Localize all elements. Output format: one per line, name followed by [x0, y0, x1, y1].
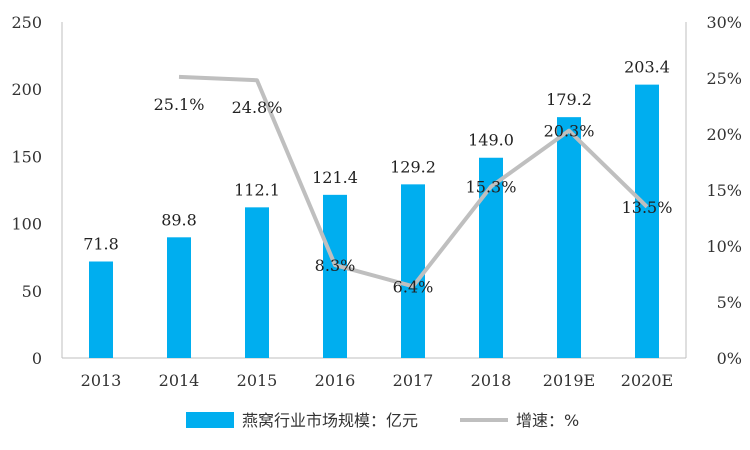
line-value-label: 13.5%	[622, 198, 673, 217]
bar-data-labels: 71.8 89.8 112.1 121.4 129.2 149.0 179.2 203.4	[83, 58, 670, 254]
y-left-tick-label: 250	[11, 13, 42, 32]
bar-value-label: 112.1	[234, 180, 280, 199]
bar	[323, 194, 347, 358]
y-left-axis-ticks: 0 50 100 150 200 250	[11, 13, 42, 368]
y-left-tick-label: 150	[11, 147, 42, 166]
x-tick-label: 2019E	[543, 371, 595, 390]
bar	[557, 117, 581, 358]
bar	[245, 207, 269, 358]
x-tick-label: 2020E	[621, 371, 673, 390]
line-value-label: 15.3%	[466, 178, 517, 197]
y-right-axis-ticks: 0% 5% 10% 15% 20% 25% 30%	[706, 13, 742, 368]
axes	[61, 22, 687, 359]
bar	[167, 237, 191, 358]
bar-value-label: 129.2	[390, 157, 436, 176]
bar-value-label: 121.4	[312, 168, 358, 187]
line-value-label: 8.3%	[315, 256, 356, 275]
y-left-tick-label: 50	[22, 282, 42, 301]
bar-value-label: 203.4	[624, 58, 670, 77]
x-tick-label: 2014	[159, 371, 200, 390]
legend-label-line: 增速：%	[516, 411, 579, 430]
x-tick-label: 2013	[81, 371, 122, 390]
line-value-label: 25.1%	[154, 95, 205, 114]
x-tick-label: 2017	[393, 371, 434, 390]
bar-value-label: 71.8	[83, 235, 119, 254]
x-tick-label: 2018	[471, 371, 512, 390]
bar	[401, 184, 425, 358]
y-left-tick-label: 0	[32, 349, 42, 368]
bar-series	[89, 84, 659, 358]
y-right-tick-label: 25%	[706, 69, 742, 88]
bar	[635, 84, 659, 358]
bar-value-label: 89.8	[161, 210, 197, 229]
line-value-label: 6.4%	[393, 277, 434, 296]
bar	[89, 261, 113, 358]
line-value-label: 24.8%	[232, 98, 283, 117]
y-right-tick-label: 30%	[706, 13, 742, 32]
legend-swatch-bar	[186, 412, 234, 428]
y-left-tick-label: 200	[11, 80, 42, 99]
x-tick-label: 2015	[237, 371, 278, 390]
y-left-tick-label: 100	[11, 215, 42, 234]
legend-label-bar: 燕窝行业市场规模：亿元	[242, 411, 418, 430]
x-axis-ticks: 2013 2014 2015 2016 2017 2018 2019E 2020E	[81, 371, 674, 390]
y-right-tick-label: 20%	[706, 125, 742, 144]
x-tick-label: 2016	[315, 371, 356, 390]
bar-value-label: 149.0	[468, 131, 514, 150]
y-right-tick-label: 0%	[717, 349, 742, 368]
line-value-label: 20.3%	[544, 122, 595, 141]
legend: 燕窝行业市场规模：亿元 增速：%	[186, 411, 579, 430]
y-right-tick-label: 15%	[706, 181, 742, 200]
y-right-tick-label: 5%	[717, 293, 742, 312]
bar-value-label: 179.2	[546, 90, 592, 109]
growth-line	[178, 74, 649, 289]
bar	[479, 157, 503, 358]
line-series	[178, 74, 649, 289]
line-data-labels: 25.1% 24.8% 8.3% 6.4% 15.3% 20.3% 13.5%	[154, 95, 673, 296]
y-right-tick-label: 10%	[706, 237, 742, 256]
